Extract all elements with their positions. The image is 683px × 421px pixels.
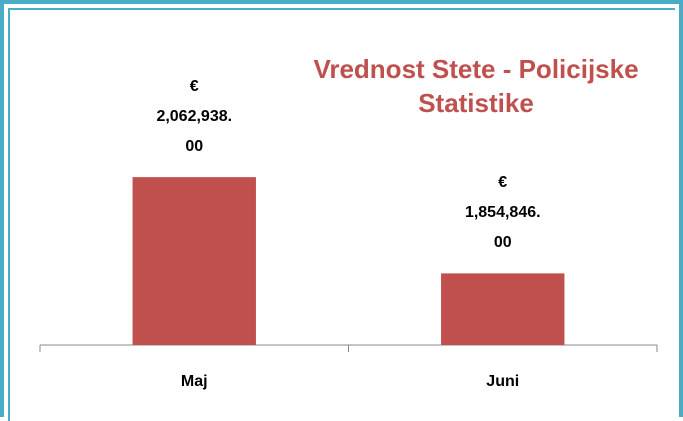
plot-border bbox=[8, 8, 675, 421]
bar bbox=[132, 177, 256, 345]
x-tick-label: Juni bbox=[486, 373, 520, 390]
chart-title: Vrednost Stete - Policijske Statistike bbox=[313, 54, 639, 118]
data-label: € 1,854,846.00 bbox=[464, 174, 541, 252]
x-tick-label: Maj bbox=[180, 373, 208, 390]
bar bbox=[441, 273, 565, 345]
data-label: € 2,062,938.00 bbox=[156, 78, 233, 156]
